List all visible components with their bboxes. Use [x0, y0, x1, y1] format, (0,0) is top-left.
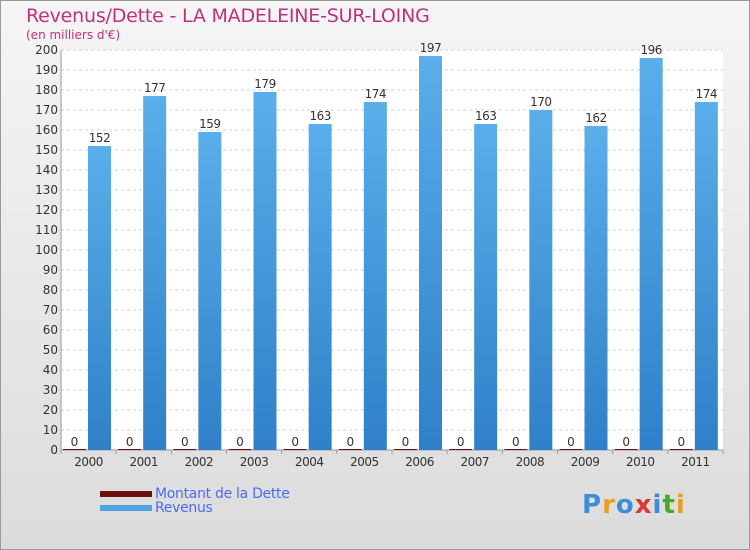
bar-revenus — [143, 96, 167, 450]
data-label-revenus: 197 — [420, 41, 441, 55]
chart-subtitle: (en milliers d'€) — [26, 28, 121, 42]
logo-letter: o — [615, 490, 635, 520]
y-tick-label: 170 — [35, 103, 58, 117]
y-tick-label: 10 — [43, 423, 58, 437]
bar-revenus — [363, 102, 387, 450]
data-label-dette: 0 — [512, 435, 520, 449]
logo-letter: i — [675, 490, 686, 520]
data-label-revenus: 152 — [89, 131, 110, 145]
x-tick-label: 2007 — [460, 455, 489, 469]
y-tick-label: 100 — [35, 243, 58, 257]
y-tick-label: 80 — [43, 283, 58, 297]
y-tick-label: 190 — [35, 63, 58, 77]
bar-dette — [449, 449, 473, 450]
logo-letter: i — [652, 490, 663, 520]
y-tick-label: 70 — [43, 303, 58, 317]
data-label-revenus: 163 — [475, 109, 496, 123]
bar-revenus — [639, 58, 663, 450]
y-tick-label: 90 — [43, 263, 58, 277]
bar-revenus — [529, 110, 553, 450]
y-tick-label: 110 — [35, 223, 58, 237]
x-tick-label: 2008 — [516, 455, 545, 469]
y-tick-label: 20 — [43, 403, 58, 417]
data-label-dette: 0 — [402, 435, 410, 449]
bar-revenus — [198, 132, 222, 450]
data-label-dette: 0 — [126, 435, 134, 449]
bar-revenus — [308, 124, 332, 450]
chart-title: Revenus/Dette - LA MADELEINE-SUR-LOING — [26, 5, 430, 27]
data-label-dette: 0 — [236, 435, 244, 449]
bar-dette — [394, 449, 417, 450]
x-tick-label: 2003 — [240, 455, 269, 469]
bar-dette — [504, 449, 528, 450]
bar-revenus — [584, 126, 608, 450]
data-label-revenus: 170 — [530, 95, 551, 109]
bar-revenus — [694, 102, 718, 450]
y-tick-label: 50 — [43, 343, 58, 357]
y-tick-label: 120 — [35, 203, 58, 217]
data-label-dette: 0 — [678, 435, 686, 449]
bar-revenus — [474, 124, 498, 450]
data-label-revenus: 174 — [365, 87, 386, 101]
bar-revenus — [419, 56, 442, 450]
y-tick-label: 150 — [35, 143, 58, 157]
legend-swatch-dette — [100, 491, 152, 497]
bar-dette — [559, 449, 583, 450]
data-label-revenus: 163 — [309, 109, 330, 123]
y-tick-label: 160 — [35, 123, 58, 137]
bar-dette — [63, 449, 86, 450]
x-tick-label: 2011 — [681, 455, 710, 469]
y-tick-label: 180 — [35, 83, 58, 97]
logo-letter: x — [634, 490, 653, 520]
y-tick-label: 200 — [35, 43, 58, 57]
logo-letter: P — [582, 490, 603, 520]
y-tick-label: 0 — [50, 443, 58, 457]
logo-letter: t — [662, 490, 676, 520]
data-label-dette: 0 — [347, 435, 355, 449]
bar-dette — [228, 449, 252, 450]
y-tick-label: 30 — [43, 383, 58, 397]
data-label-dette: 0 — [567, 435, 575, 449]
legend-label-revenus: Revenus — [155, 500, 213, 516]
bar-revenus — [88, 146, 111, 450]
bar-dette — [283, 449, 307, 450]
legend-swatch-revenus — [100, 505, 152, 511]
y-tick-label: 40 — [43, 363, 58, 377]
data-label-revenus: 196 — [640, 43, 661, 57]
bar-dette — [173, 449, 197, 450]
data-label-revenus: 159 — [199, 117, 220, 131]
bar-dette — [669, 449, 693, 450]
proxiti-logo: Proxiti — [582, 490, 686, 520]
x-tick-label: 2001 — [129, 455, 158, 469]
data-label-dette: 0 — [457, 435, 465, 449]
x-tick-label: 2002 — [185, 455, 214, 469]
data-label-dette: 0 — [181, 435, 189, 449]
x-tick-label: 2006 — [405, 455, 434, 469]
y-tick-label: 130 — [35, 183, 58, 197]
x-tick-label: 2010 — [626, 455, 655, 469]
bar-dette — [338, 449, 362, 450]
x-tick-label: 2005 — [350, 455, 379, 469]
bar-dette — [118, 449, 142, 450]
x-tick-label: 2000 — [74, 455, 103, 469]
y-tick-label: 140 — [35, 163, 58, 177]
x-tick-label: 2009 — [571, 455, 600, 469]
y-tick-label: 60 — [43, 323, 58, 337]
x-tick-label: 2004 — [295, 455, 324, 469]
bar-dette — [614, 449, 638, 450]
bar-revenus — [253, 92, 277, 450]
data-label-revenus: 174 — [696, 87, 717, 101]
data-label-dette: 0 — [622, 435, 630, 449]
data-label-dette: 0 — [71, 435, 79, 449]
data-label-revenus: 162 — [585, 111, 606, 125]
logo-letter: r — [602, 490, 616, 520]
data-label-revenus: 179 — [254, 77, 275, 91]
data-label-revenus: 177 — [144, 81, 165, 95]
data-label-dette: 0 — [291, 435, 299, 449]
legend-label-dette: Montant de la Dette — [155, 486, 290, 502]
